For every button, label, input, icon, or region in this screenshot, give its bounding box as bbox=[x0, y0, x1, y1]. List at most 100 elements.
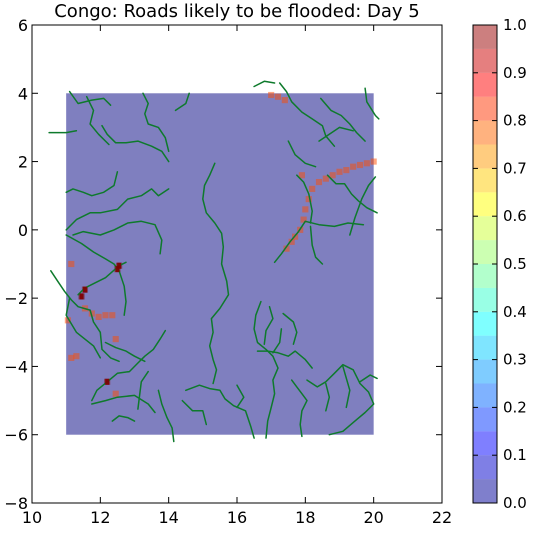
flood-cell bbox=[68, 354, 75, 361]
road-line bbox=[50, 270, 120, 363]
flooded-road-mark bbox=[115, 266, 120, 273]
colorbar-level bbox=[473, 287, 497, 312]
colorbar-level bbox=[473, 144, 497, 169]
colorbar-level bbox=[473, 407, 497, 432]
colorbar-tick-label: 0.9 bbox=[503, 64, 527, 82]
flood-cell bbox=[300, 216, 307, 223]
flooded-road-mark bbox=[117, 262, 122, 269]
flood-cell bbox=[336, 168, 343, 175]
road-line bbox=[91, 394, 156, 414]
road-line bbox=[318, 126, 354, 142]
road-line bbox=[278, 82, 336, 147]
road-line bbox=[101, 124, 170, 163]
flood-cell bbox=[370, 158, 377, 165]
x-tick-label: 12 bbox=[90, 508, 110, 527]
flood-cell bbox=[343, 167, 350, 174]
road-line bbox=[326, 174, 378, 214]
road-line bbox=[282, 312, 298, 345]
road-line bbox=[202, 162, 230, 385]
colorbar-tick-label: 0.8 bbox=[503, 112, 527, 130]
x-tick-label: 10 bbox=[22, 508, 42, 527]
flood-cell bbox=[309, 185, 316, 192]
road-line bbox=[65, 234, 127, 316]
flood-field-background bbox=[66, 93, 374, 435]
flood-cell bbox=[363, 160, 370, 167]
road-line bbox=[359, 374, 378, 383]
x-tick-label: 22 bbox=[432, 508, 452, 527]
flood-cell bbox=[315, 178, 323, 186]
road-line bbox=[287, 140, 317, 168]
road-line bbox=[253, 80, 276, 88]
colorbar: 0.0 0.1 0.2 0.3 0.4 0.5 0.6 0.7 0.8 0.9 1.0 bbox=[472, 16, 527, 512]
y-tick-label: 2 bbox=[18, 153, 28, 172]
road-line bbox=[104, 341, 146, 363]
road-line bbox=[72, 220, 163, 255]
colorbar-level bbox=[473, 240, 497, 264]
road-line bbox=[65, 188, 170, 231]
flood-cell bbox=[73, 353, 80, 360]
road-line bbox=[272, 328, 283, 354]
road-line bbox=[306, 363, 375, 436]
flood-cell bbox=[112, 336, 119, 343]
colorbar-level bbox=[473, 168, 497, 193]
road-line bbox=[256, 350, 313, 369]
colorbar-tick-label: 0.1 bbox=[503, 446, 527, 464]
x-tick-label: 20 bbox=[363, 508, 383, 527]
colorbar-tick-label: 0.4 bbox=[503, 303, 527, 321]
colorbar-level bbox=[473, 192, 497, 217]
flood-cell bbox=[281, 97, 288, 104]
flood-cell bbox=[268, 91, 275, 99]
x-tick-label: 16 bbox=[227, 508, 247, 527]
y-tick-label: −4 bbox=[4, 357, 28, 376]
road-line bbox=[319, 97, 366, 142]
road-line bbox=[290, 379, 308, 438]
colorbar-level bbox=[473, 359, 497, 384]
road-line bbox=[65, 297, 102, 359]
road-line bbox=[68, 90, 112, 106]
flood-cell bbox=[350, 163, 357, 170]
colorbar-level bbox=[473, 72, 497, 97]
colorbar-tick-label: 0.5 bbox=[503, 255, 527, 273]
flood-cell bbox=[102, 312, 109, 319]
colorbar-tick-label: 1.0 bbox=[503, 16, 527, 34]
colorbar-level bbox=[473, 311, 497, 336]
colorbar-level bbox=[473, 96, 497, 121]
y-tick-label: −8 bbox=[4, 494, 28, 513]
flood-cell bbox=[322, 175, 329, 182]
flooded-road-mark bbox=[79, 293, 84, 300]
flood-cell bbox=[298, 172, 305, 179]
road-line bbox=[137, 370, 149, 410]
flood-cell bbox=[109, 312, 116, 319]
road-line bbox=[65, 171, 119, 197]
colorbar-tick-label: 0.2 bbox=[503, 398, 527, 416]
colorbar-level bbox=[473, 25, 497, 49]
colorbar-level bbox=[473, 264, 497, 288]
colorbar-level bbox=[473, 383, 497, 408]
flood-cell bbox=[64, 317, 71, 324]
x-tick-label: 14 bbox=[158, 508, 178, 527]
flood-cell bbox=[356, 161, 364, 169]
y-tick-label: 0 bbox=[18, 221, 28, 240]
road-line bbox=[142, 92, 170, 153]
colorbar-level bbox=[473, 479, 497, 503]
colorbar-level bbox=[473, 455, 497, 480]
y-tick-label: 6 bbox=[18, 16, 28, 35]
colorbar-level bbox=[473, 120, 497, 145]
road-line bbox=[85, 95, 110, 146]
road-line bbox=[111, 415, 136, 422]
road-line bbox=[296, 174, 313, 224]
road-line bbox=[253, 300, 279, 439]
colorbar-tick-label: 0.3 bbox=[503, 351, 527, 369]
road-line bbox=[236, 384, 245, 409]
road-line bbox=[174, 92, 190, 112]
road-line bbox=[181, 399, 208, 426]
colorbar-tick-label: 0.7 bbox=[503, 159, 527, 177]
colorbar-tick-label: 0.0 bbox=[503, 494, 527, 512]
road-line bbox=[309, 225, 324, 265]
road-line bbox=[263, 305, 274, 345]
road-line bbox=[185, 384, 255, 439]
road-line bbox=[364, 87, 380, 120]
road-line bbox=[273, 220, 365, 264]
